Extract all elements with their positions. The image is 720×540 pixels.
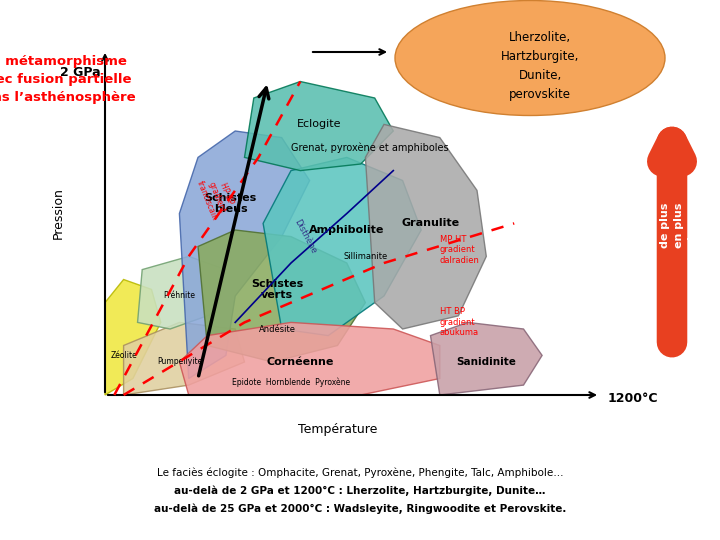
Polygon shape [179, 131, 310, 379]
Text: Le métamorphisme
avec fusion partielle
dans l’asthénosphère: Le métamorphisme avec fusion partielle d… [0, 55, 136, 104]
Text: Lherzolite,
Hartzburgite,
Dunite,
perovskite: Lherzolite, Hartzburgite, Dunite, perovs… [501, 31, 579, 101]
Text: Disthène: Disthène [292, 218, 318, 255]
Text: MP HT
gradient
dalradien: MP HT gradient dalradien [440, 235, 480, 265]
Text: Minéraux
de plus
en plus
dense: Minéraux de plus en plus dense [646, 196, 698, 254]
Ellipse shape [395, 1, 665, 116]
Text: Pression: Pression [52, 187, 65, 239]
Polygon shape [179, 322, 440, 395]
Text: Sanidinite: Sanidinite [456, 357, 516, 367]
Polygon shape [198, 230, 366, 362]
Text: Température: Température [298, 423, 377, 436]
Text: Zéolite: Zéolite [110, 351, 137, 360]
Text: HT BP
gradient
abukuma: HT BP gradient abukuma [440, 307, 479, 338]
Polygon shape [263, 157, 421, 335]
Text: 1200°C: 1200°C [608, 392, 659, 404]
Text: Andésite: Andésite [258, 325, 295, 334]
Text: Amphibolite: Amphibolite [309, 225, 384, 235]
Text: au-delà de 25 GPa et 2000°C : Wadsleyite, Ringwoodite et Perovskite.: au-delà de 25 GPa et 2000°C : Wadsleyite… [154, 504, 566, 515]
Polygon shape [105, 280, 161, 395]
Text: Schistes
verts: Schistes verts [251, 279, 303, 300]
Polygon shape [138, 256, 226, 329]
Text: Grenat, pyroxène et amphiboles: Grenat, pyroxène et amphiboles [291, 142, 449, 153]
Text: Epidote  Hornblende  Pyroxène: Epidote Hornblende Pyroxène [232, 377, 350, 387]
Polygon shape [366, 124, 486, 329]
Text: Cornéenne: Cornéenne [266, 357, 334, 367]
Text: 2 GPa: 2 GPa [60, 66, 101, 79]
Text: Le faciès éclogite : Omphacite, Grenat, Pyroxène, Phengite, Talc, Amphibole…: Le faciès éclogite : Omphacite, Grenat, … [157, 468, 563, 478]
Polygon shape [245, 82, 393, 171]
Text: Eclogite: Eclogite [297, 119, 341, 130]
Text: Pumpellyite: Pumpellyite [157, 357, 202, 367]
Text: Granulite: Granulite [402, 218, 459, 228]
Text: Préhnite: Préhnite [163, 292, 195, 300]
Text: Sillimanite: Sillimanite [343, 252, 387, 261]
Text: HP BP
gradient
franciscain: HP BP gradient franciscain [195, 172, 238, 222]
Text: au-delà de 2 GPa et 1200°C : Lherzolite, Hartzburgite, Dunite…: au-delà de 2 GPa et 1200°C : Lherzolite,… [174, 486, 546, 496]
Text: Schistes
bleus: Schistes bleus [204, 193, 256, 214]
Polygon shape [124, 322, 245, 395]
Polygon shape [431, 322, 542, 395]
